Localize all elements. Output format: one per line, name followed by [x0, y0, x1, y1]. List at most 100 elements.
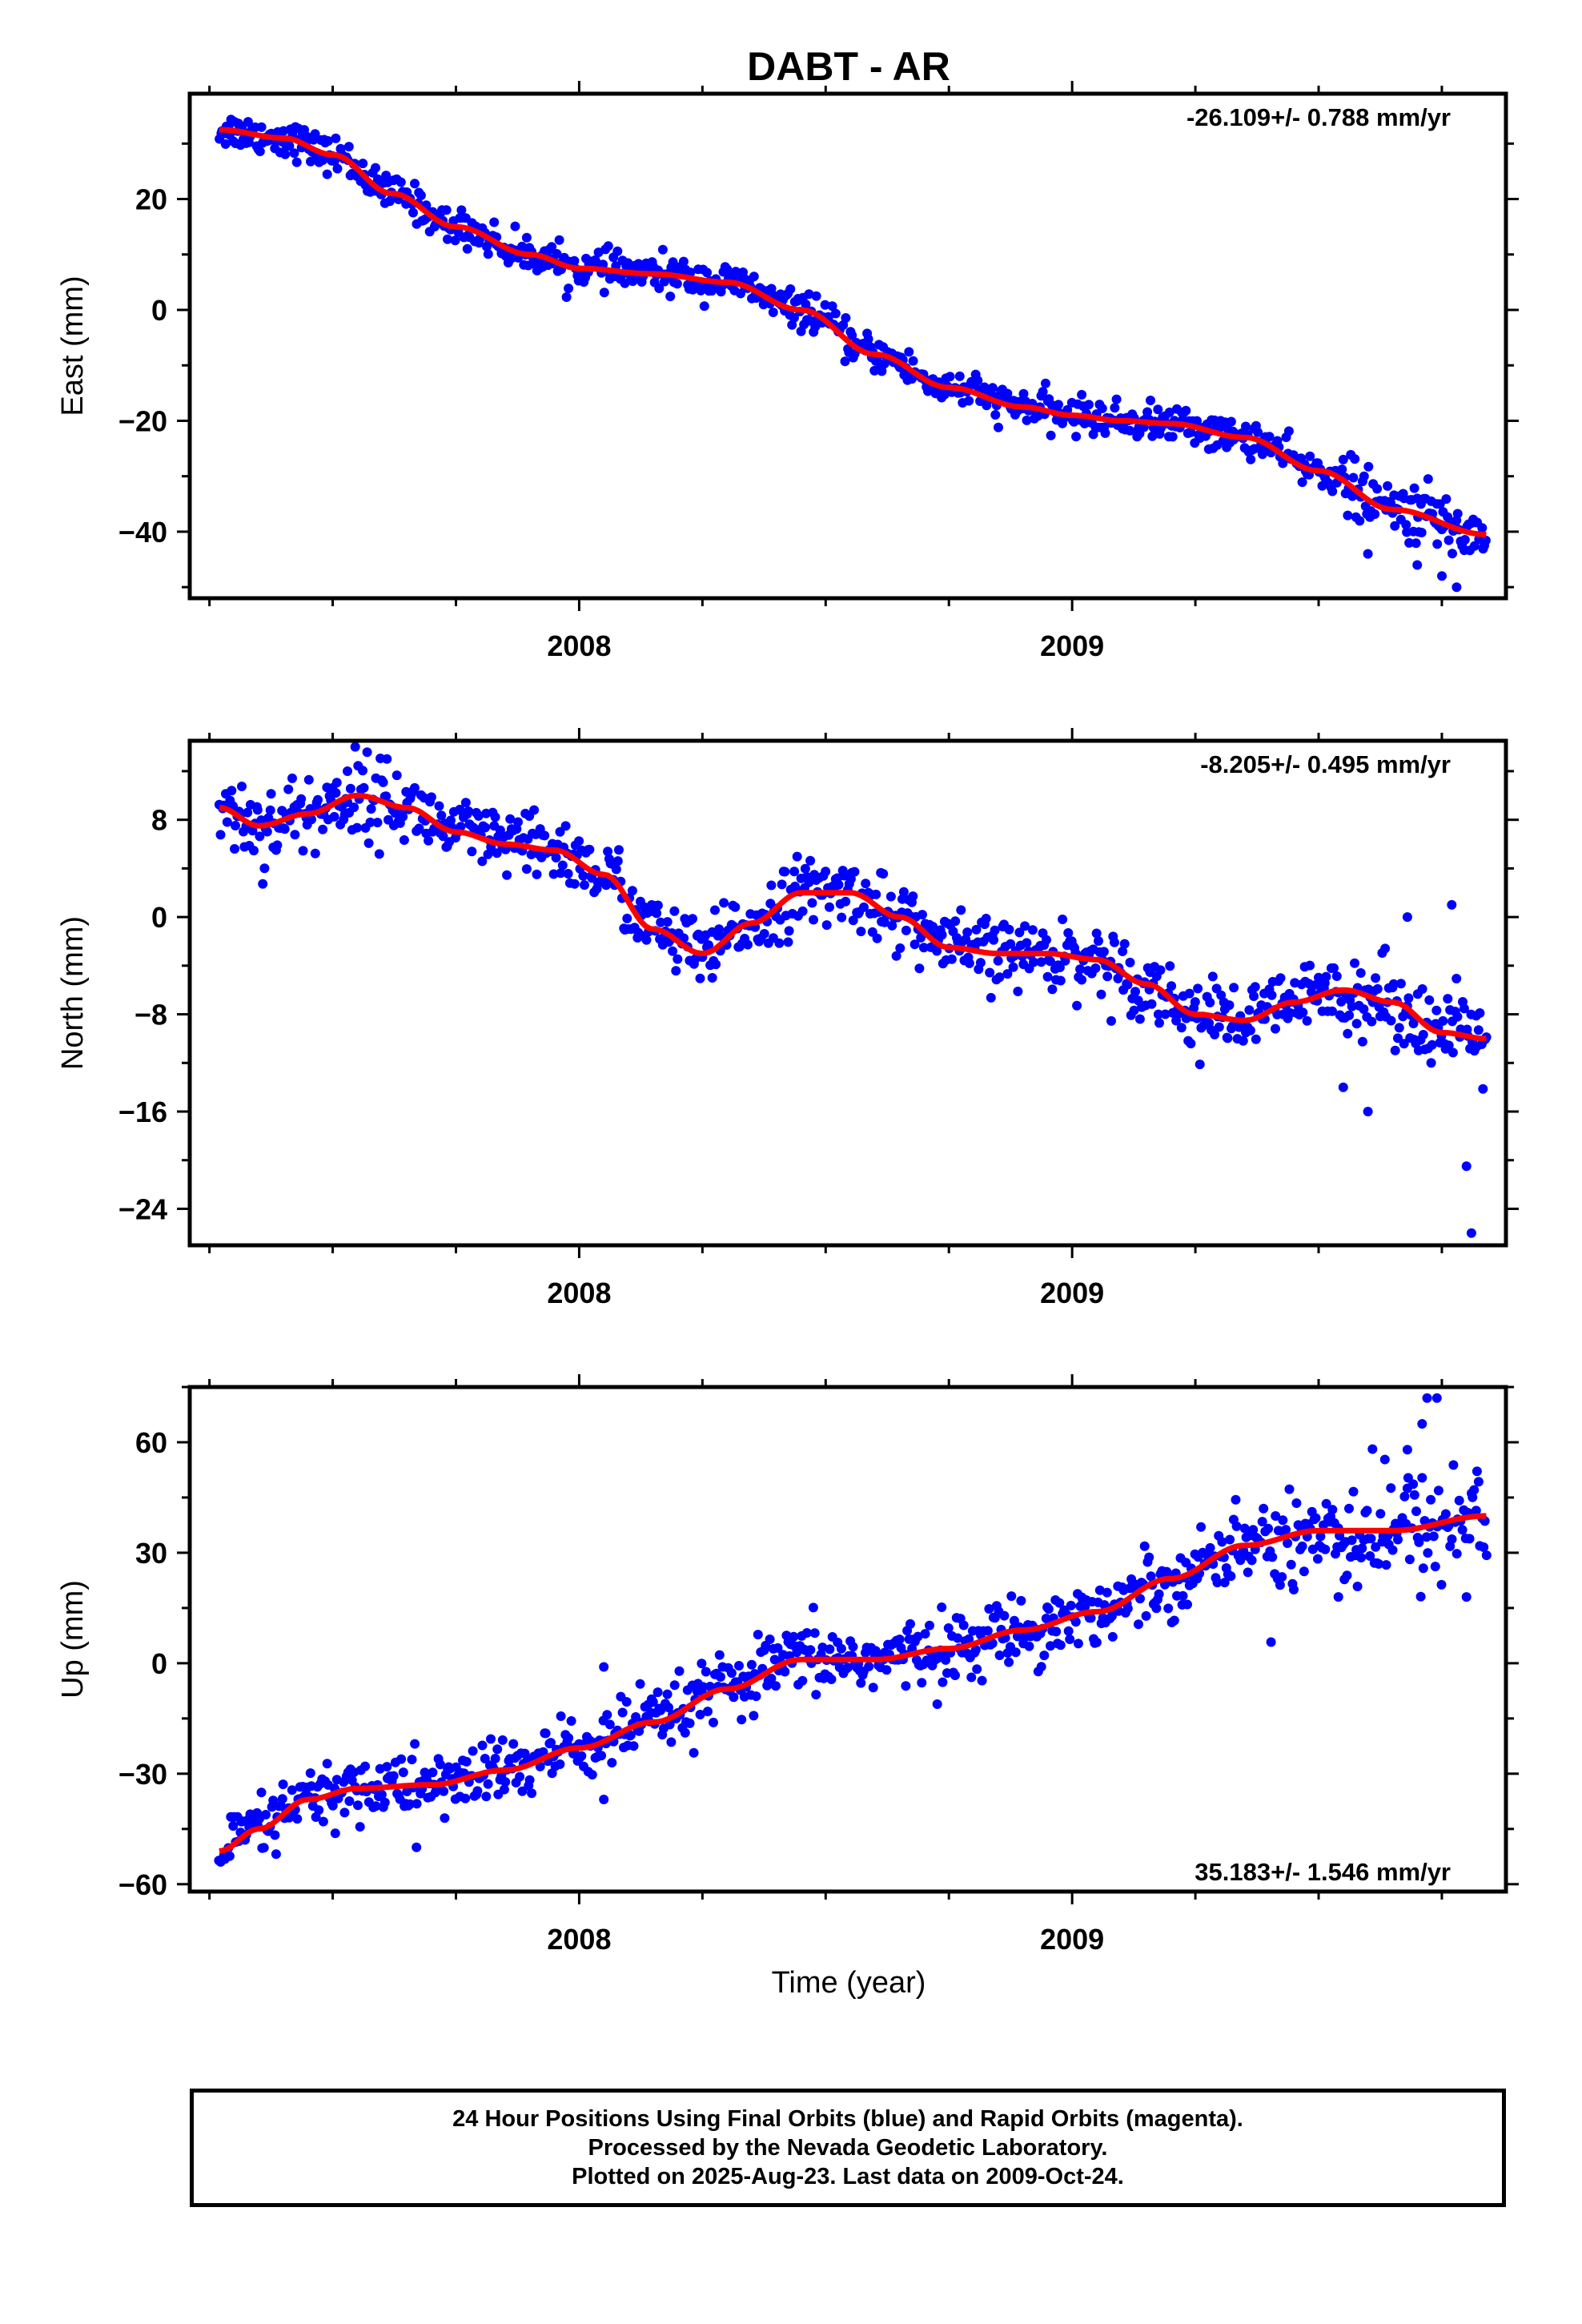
north-point: [313, 794, 323, 805]
up-point: [1217, 1537, 1227, 1547]
up-point: [714, 1650, 725, 1660]
up-point: [1414, 1537, 1424, 1547]
north-point: [296, 794, 307, 804]
up-point: [314, 1805, 324, 1815]
north-point: [563, 869, 573, 879]
north-point: [1106, 1015, 1116, 1026]
north-point: [1363, 1107, 1373, 1116]
north-point: [612, 856, 623, 866]
north-point: [1314, 972, 1323, 983]
north-point: [584, 844, 595, 854]
up-point: [1379, 1454, 1390, 1465]
north-point: [237, 782, 247, 791]
up-point: [1454, 1495, 1464, 1506]
north-point: [1251, 1034, 1261, 1044]
up-point: [917, 1678, 927, 1688]
up-point: [322, 1759, 332, 1769]
north-point: [710, 905, 720, 915]
up-point: [913, 1631, 923, 1642]
up-point: [1070, 1617, 1081, 1627]
north-point: [669, 906, 680, 916]
up-point: [937, 1602, 947, 1612]
north-point: [841, 896, 851, 907]
north-point: [1214, 1022, 1224, 1032]
east-point: [603, 241, 613, 251]
up-point: [994, 1651, 1005, 1660]
east-point: [450, 235, 460, 246]
up-point: [625, 1730, 636, 1740]
north-point: [464, 806, 474, 816]
up-point: [599, 1795, 609, 1804]
north-point: [1359, 1004, 1369, 1015]
east-point: [1283, 426, 1294, 436]
up-point: [1327, 1505, 1338, 1515]
east-point: [1054, 400, 1063, 410]
up-point: [1411, 1506, 1421, 1517]
north-point: [872, 933, 882, 943]
east-point: [1111, 394, 1122, 404]
north-point: [249, 846, 259, 856]
north-point: [290, 830, 300, 840]
up-point: [697, 1659, 707, 1669]
up-point: [1356, 1553, 1367, 1562]
east-point: [789, 312, 799, 323]
east-point: [255, 147, 265, 156]
east-point: [811, 291, 821, 301]
north-point: [551, 853, 561, 862]
north-point: [1129, 1005, 1139, 1015]
up-point: [1284, 1484, 1295, 1494]
up-point: [966, 1672, 977, 1683]
up-point: [486, 1734, 496, 1744]
north-point: [1275, 973, 1286, 983]
north-point: [399, 835, 409, 845]
north-point: [1184, 988, 1195, 999]
up-point: [1367, 1444, 1378, 1454]
east-point: [1153, 404, 1163, 415]
up-point: [1266, 1637, 1276, 1647]
east-point: [416, 191, 426, 200]
north-point: [540, 830, 550, 841]
up-point: [648, 1697, 658, 1707]
north-point: [1338, 1082, 1348, 1092]
north-point: [349, 802, 359, 813]
east-point: [1441, 494, 1452, 505]
up-point: [925, 1620, 934, 1630]
north-point: [1473, 1025, 1484, 1035]
up-point: [1205, 1542, 1215, 1553]
north-point: [436, 810, 447, 821]
north-point: [398, 811, 408, 822]
footer-line-1: 24 Hour Positions Using Final Orbits (bl…: [452, 2106, 1243, 2132]
east-point: [1338, 454, 1348, 464]
north-point: [1459, 1003, 1469, 1014]
up-point: [353, 1800, 363, 1811]
up-point: [1404, 1554, 1415, 1565]
up-point: [481, 1791, 492, 1802]
up-point: [1063, 1626, 1074, 1636]
up-point: [439, 1786, 449, 1796]
north-point: [614, 845, 624, 855]
north-point: [1045, 956, 1055, 967]
north-point: [303, 774, 314, 785]
north-point: [1077, 975, 1087, 985]
north-point: [266, 789, 276, 799]
north-point: [456, 822, 466, 832]
east-point: [1097, 404, 1107, 413]
east-point: [923, 386, 933, 396]
north-point: [1388, 979, 1399, 989]
up-point: [1263, 1523, 1274, 1534]
north-point: [1452, 1011, 1463, 1022]
up-point: [1054, 1598, 1065, 1608]
east-point: [322, 169, 332, 179]
north-point: [1302, 1015, 1312, 1026]
north-point: [1102, 971, 1113, 982]
up-point: [805, 1645, 816, 1655]
up-fit-line: [219, 1513, 1487, 1854]
up-point: [412, 1799, 422, 1809]
north-point: [1443, 994, 1453, 1004]
north-point: [1395, 979, 1406, 989]
east-point: [990, 410, 1001, 420]
north-point: [532, 869, 542, 879]
up-point: [1271, 1511, 1281, 1521]
north-point: [971, 924, 982, 935]
north-axes-frame: [187, 738, 1508, 1248]
